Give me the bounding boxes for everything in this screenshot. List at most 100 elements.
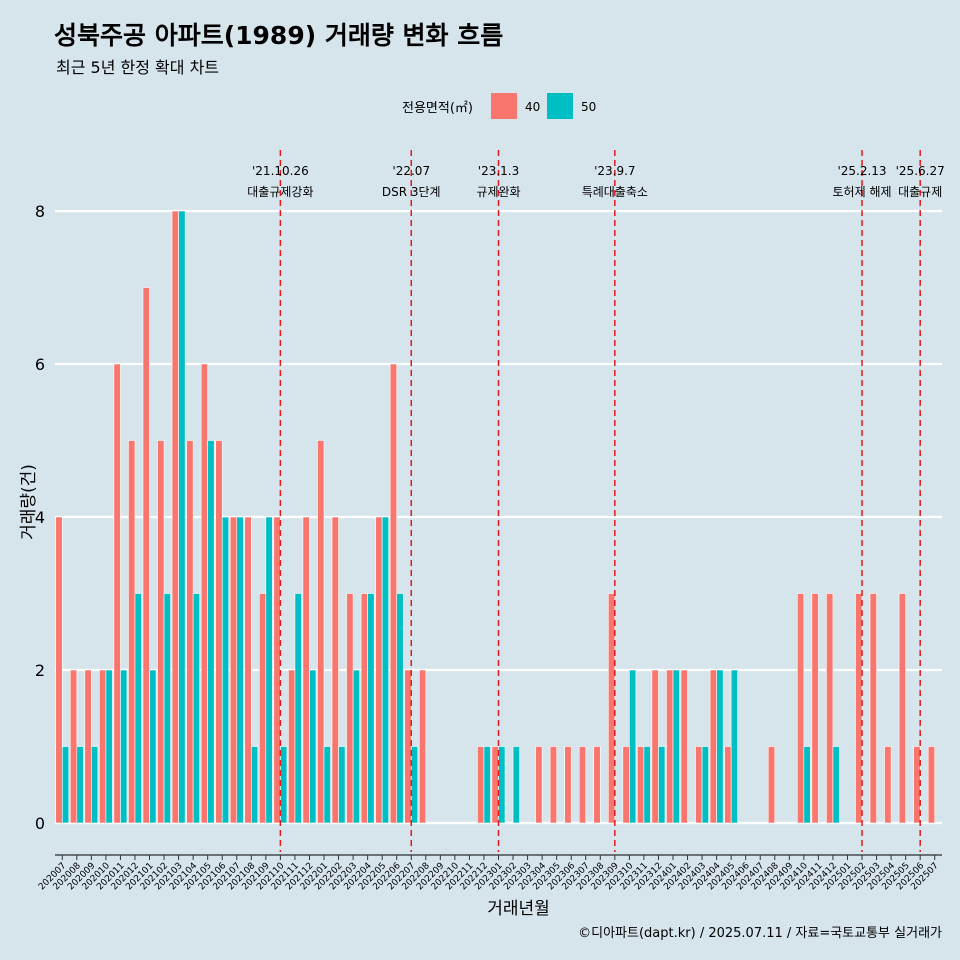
bar-40-202104 [186, 440, 194, 824]
source-caption: ©디아파트(dapt.kr) / 2025.07.11 / 자료=국토교통부 실… [578, 926, 942, 941]
bar-50-202007 [61, 746, 70, 824]
bar-50-202405 [730, 669, 738, 824]
bar-50-202103 [178, 210, 186, 824]
bar-40-202402 [680, 669, 688, 824]
y-tick-label: 2 [35, 661, 45, 680]
bar-40-202008 [69, 669, 78, 824]
bar-50-202312 [658, 746, 666, 824]
chart-title: 성북주공 아파트(1989) 거래량 변화 흐름 [54, 21, 504, 50]
bar-50-202008 [76, 746, 84, 824]
event-date: '23.9.7 [594, 164, 635, 178]
bar-40-202304 [535, 746, 543, 824]
bar-40-202306 [564, 746, 572, 824]
bar-50-202009 [91, 746, 99, 824]
bar-40-202401 [666, 669, 674, 824]
bar-50-202404 [716, 669, 724, 824]
event-date: '21.10.26 [252, 164, 309, 178]
bar-40-202411 [811, 593, 819, 824]
bar-40-202405 [724, 746, 732, 824]
bar-40-202408 [767, 746, 776, 824]
bar-40-202108 [244, 516, 252, 824]
bar-50-202010 [105, 669, 113, 824]
bar-40-202011 [113, 363, 121, 824]
bar-40-202412 [826, 593, 834, 824]
bar-50-202012 [134, 593, 142, 824]
bar-50-202212 [483, 746, 491, 824]
event-label: 규제완화 [476, 185, 520, 199]
bar-50-202202 [338, 746, 346, 824]
bar-50-202201 [323, 746, 331, 824]
bar-50-202310 [629, 669, 637, 824]
event-label: DSR 3단계 [382, 185, 441, 199]
bar-40-202310 [622, 746, 630, 824]
bar-50-202401 [672, 669, 680, 824]
bar-40-202010 [99, 669, 107, 824]
bar-50-202110 [280, 746, 288, 824]
bar-50-202104 [192, 593, 200, 824]
bar-50-202108 [251, 746, 259, 824]
bar-40-202103 [171, 210, 179, 824]
event-label: 대출규제 [898, 185, 942, 199]
event-label: 대출규제강화 [247, 185, 313, 199]
bar-40-202111 [288, 669, 296, 824]
bar-40-202301 [491, 746, 499, 824]
bar-40-202502 [855, 593, 863, 824]
bar-40-202007 [55, 516, 63, 824]
bar-50-202302 [512, 746, 520, 824]
event-date: '23.1.3 [478, 164, 519, 178]
legend-title: 전용면적(㎡) [402, 101, 473, 116]
y-tick-label: 0 [35, 814, 45, 833]
bar-50-202301 [498, 746, 506, 824]
bar-40-202207 [404, 669, 412, 824]
chart-subtitle: 최근 5년 한정 확대 차트 [56, 58, 220, 77]
bar-40-202507 [927, 746, 936, 824]
bar-50-202203 [352, 669, 360, 824]
y-tick-label: 4 [35, 508, 45, 527]
bar-40-202101 [142, 287, 150, 824]
bar-40-202506 [913, 746, 921, 824]
event-date: '22.07 [392, 164, 430, 178]
event-label: 특례대출축소 [582, 185, 648, 199]
bar-50-202403 [701, 746, 709, 824]
x-axis-title: 거래년월 [487, 899, 550, 919]
bar-40-202203 [346, 593, 354, 824]
bar-40-202212 [477, 746, 485, 824]
bar-50-202206 [396, 593, 404, 824]
bar-40-202403 [695, 746, 703, 824]
bar-50-202412 [832, 746, 840, 824]
bar-40-202503 [869, 593, 877, 824]
y-axis-title: 거래량(건) [19, 464, 39, 540]
event-label: 토허제 해제 [833, 185, 892, 199]
bar-50-202112 [309, 669, 317, 824]
legend-label-50: 50 [581, 100, 596, 114]
bar-50-202105 [207, 440, 215, 824]
bar-40-202206 [389, 363, 398, 824]
bar-40-202009 [84, 669, 92, 824]
bar-50-202204 [367, 593, 375, 824]
bar-40-202205 [375, 516, 383, 824]
bar-40-202311 [637, 746, 645, 824]
bar-50-202111 [294, 593, 302, 824]
bar-40-202505 [898, 593, 906, 824]
bar-50-202011 [120, 669, 128, 824]
bar-40-202107 [229, 516, 238, 824]
bar-40-202305 [549, 746, 557, 824]
legend-swatch-50 [547, 93, 573, 119]
bar-40-202308 [593, 746, 601, 824]
bar-40-202504 [884, 746, 892, 824]
legend-swatch-40 [491, 93, 517, 119]
bar-40-202208 [418, 669, 427, 824]
bar-50-202106 [221, 516, 230, 824]
bar-40-202102 [157, 440, 165, 824]
bar-40-202204 [360, 593, 368, 824]
bar-40-202109 [259, 593, 267, 824]
bar-40-202202 [331, 516, 339, 824]
legend-label-40: 40 [525, 100, 540, 114]
bar-50-202107 [236, 516, 244, 824]
bar-40-202105 [200, 363, 208, 824]
bar-50-202205 [381, 516, 390, 824]
event-date: '25.2.13 [837, 164, 886, 178]
bar-40-202201 [317, 440, 325, 824]
y-tick-label: 8 [35, 202, 45, 221]
bar-40-202404 [709, 669, 717, 824]
